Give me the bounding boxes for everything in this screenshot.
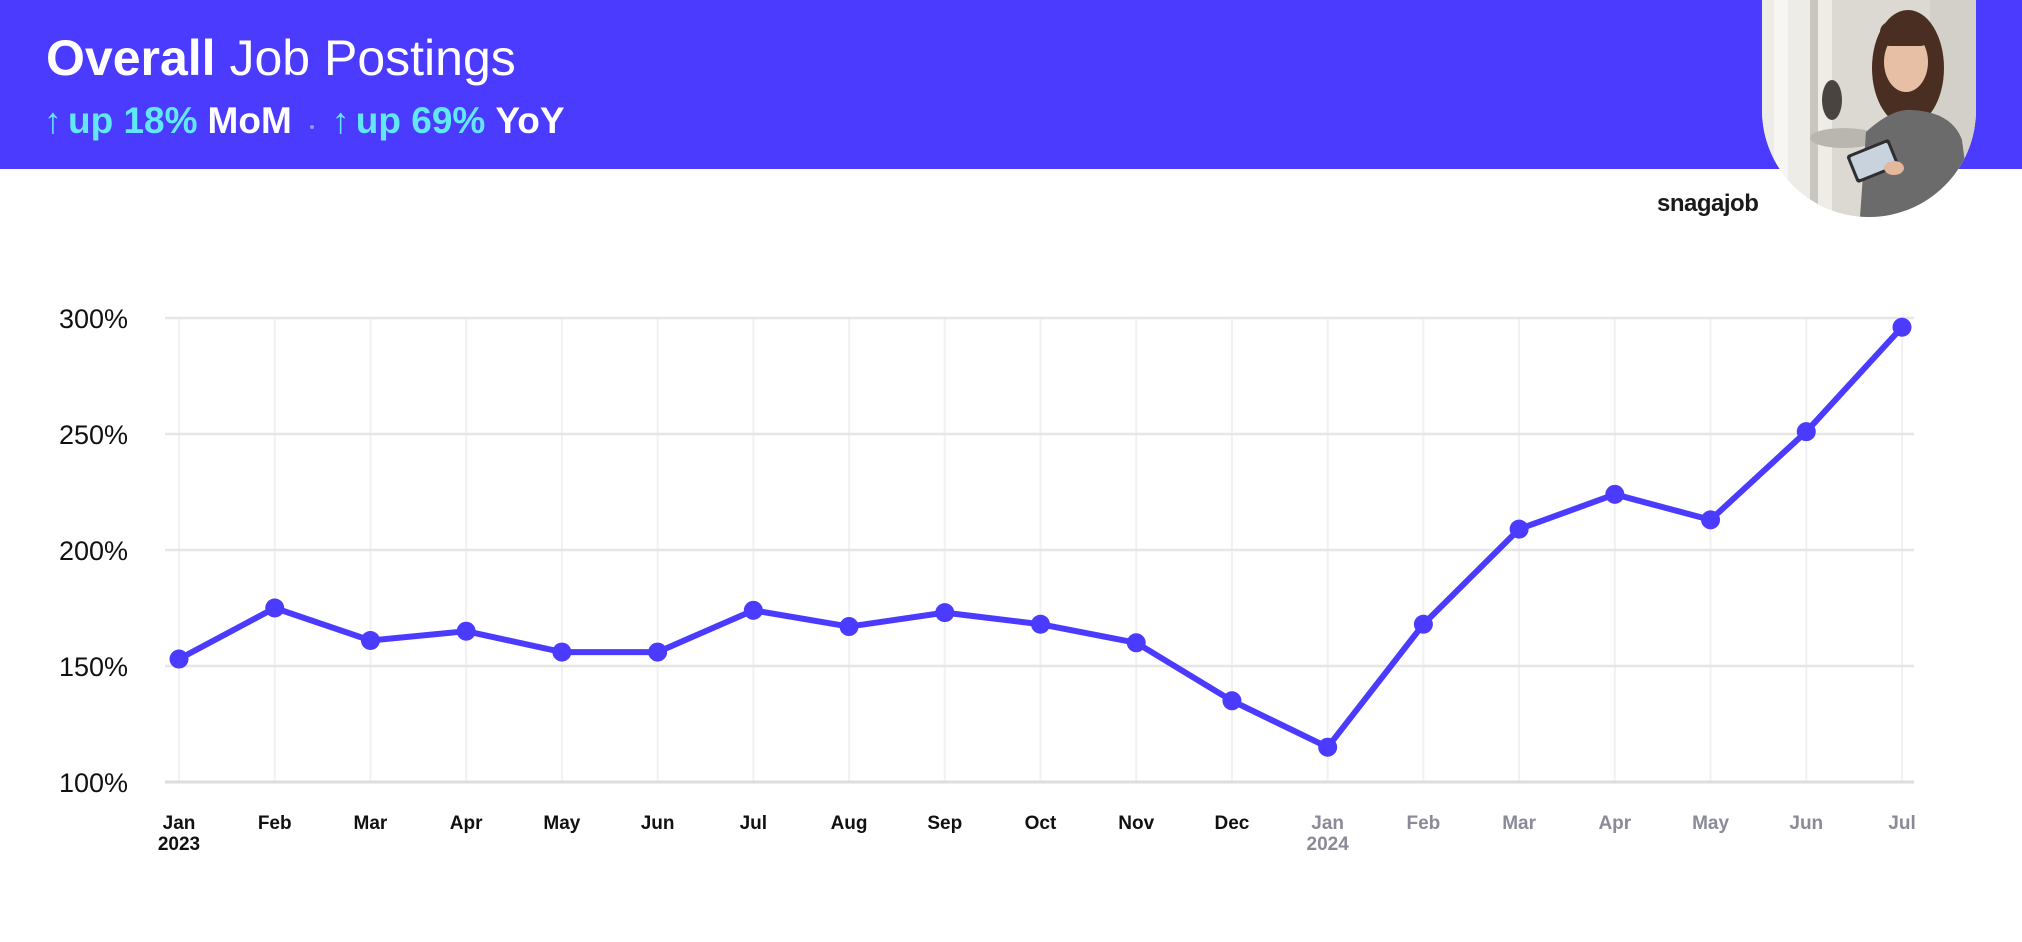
y-tick-label: 100% [59,768,128,798]
mom-value: up 18% [68,100,198,141]
x-tick-label: Jul [740,813,767,834]
x-year-label: 2024 [1307,834,1350,855]
data-point [1222,691,1242,711]
x-tick-label: Feb [258,813,292,834]
x-tick-label: Feb [1406,813,1440,834]
header-banner [0,0,2022,169]
mom-suffix: MoM [207,100,292,141]
data-point [1126,633,1146,653]
data-point [1796,422,1816,442]
yoy-value: up 69% [355,100,486,141]
x-tick-label: Apr [450,813,483,834]
up-arrow-icon: ↑ [331,100,350,141]
snagajob-logo: snagajob [1657,190,1759,217]
data-point [935,603,955,623]
x-tick-label: Dec [1215,813,1250,834]
data-point [743,600,763,620]
data-point [169,649,189,669]
title-rest: Job Postings [229,30,516,86]
x-tick-label: Sep [927,813,962,834]
x-tick-label: Mar [354,813,388,834]
title-bold: Overall [46,30,216,86]
data-point [552,642,572,662]
data-point [1509,519,1529,539]
x-tick-label: Apr [1598,813,1631,834]
woman-with-tablet-photo [1762,0,1976,217]
data-point [456,621,476,641]
page-title: Overall Job Postings [46,26,516,90]
x-tick-label: May [543,813,580,834]
x-tick-label: Aug [831,813,868,834]
data-point [1031,614,1050,634]
x-tick-label: Oct [1025,813,1057,834]
data-point [648,642,668,662]
y-tick-label: 300% [59,304,128,334]
growth-stats: ↑ up 18% MoM ↑ up 69% YoY [44,96,565,146]
yoy-suffix: YoY [495,100,565,141]
x-tick-label: Nov [1118,813,1154,834]
x-tick-label: Jun [1789,813,1823,834]
data-point [1605,484,1625,504]
y-tick-label: 150% [59,652,128,682]
data-point [1701,510,1721,530]
data-point [1318,737,1338,757]
y-tick-label: 250% [59,420,128,450]
data-point [1413,614,1433,634]
x-year-label: 2023 [158,834,200,855]
data-point [1892,317,1912,337]
data-point [265,598,285,618]
x-tick-label: Mar [1502,813,1536,834]
up-arrow-icon: ↑ [44,100,62,141]
data-point [839,617,859,637]
x-tick-label: Jun [641,813,675,834]
x-tick-label: Jul [1888,813,1915,834]
x-tick-label: Jan [163,813,196,834]
x-tick-label: May [1692,813,1729,834]
separator-dot-icon [309,125,314,129]
x-tick-label: Jan [1311,813,1344,834]
y-tick-label: 200% [59,536,128,566]
data-point [360,630,380,650]
